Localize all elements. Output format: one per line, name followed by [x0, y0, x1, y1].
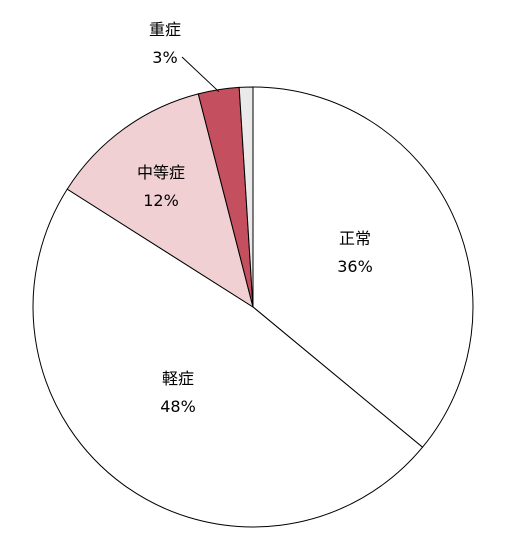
pie-label-mild-value: 48%: [160, 397, 196, 416]
pie-label-normal-value: 36%: [337, 257, 373, 276]
pie-slice-moderate: [66, 93, 254, 309]
pie-label-normal-name: 正常: [339, 229, 371, 248]
pie-labels: 正常 36% 軽症 48% 中等症 12% 重症 3%: [137, 20, 373, 416]
pie-label-moderate-name: 中等症: [137, 163, 185, 182]
pie-slice-other-4: [238, 86, 254, 308]
pie-slices: [32, 86, 474, 528]
pie-label-mild-name: 軽症: [162, 369, 194, 388]
pie-slice-normal: [252, 86, 474, 448]
pie-slice-mild: [32, 188, 424, 528]
pie-leader-line-severe: [181, 56, 220, 93]
pie-label-severe-name: 重症: [149, 20, 181, 39]
pie-label-severe-value: 3%: [152, 48, 177, 67]
pie-label-moderate-value: 12%: [143, 191, 179, 210]
